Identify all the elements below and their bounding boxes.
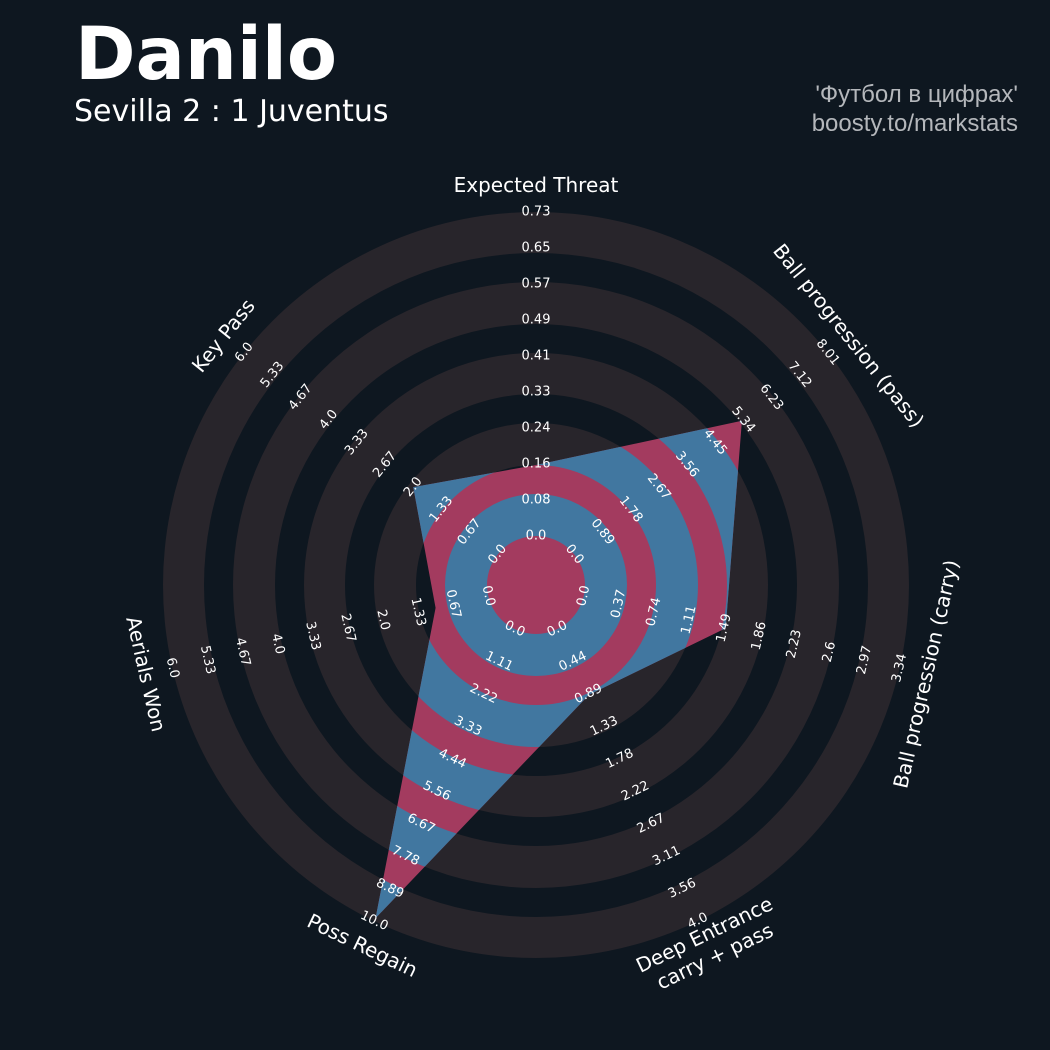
- axis-label: Aerials Won: [121, 614, 171, 734]
- polygon-fill-primary: [445, 494, 627, 676]
- ring-tick-label: 0.74: [643, 596, 664, 628]
- ring-tick-label: 0.67: [443, 588, 464, 620]
- ring-tick-label: 0.49: [522, 313, 551, 328]
- ring-tick-label: 3.33: [302, 620, 323, 652]
- ring-tick-label: 1.86: [749, 620, 770, 652]
- axis-label-line: Expected Threat: [454, 173, 619, 197]
- ring-tick-label: 6.0: [163, 656, 182, 680]
- ring-tick-label: 0.24: [522, 421, 551, 436]
- ring-tick-label: 1.33: [408, 596, 429, 628]
- ring-tick-label: 3.34: [889, 652, 910, 684]
- ring-tick-label: 1.49: [714, 612, 735, 644]
- credit-line-channel: 'Футбол в цифрах': [815, 81, 1018, 108]
- ring-tick-label: 0.0: [479, 584, 498, 608]
- axis-label-line: Aerials Won: [121, 614, 171, 734]
- ring-tick-label: 2.6: [820, 640, 839, 664]
- ring-tick-label: 5.33: [197, 644, 218, 676]
- ring-tick-label: 0.16: [522, 457, 551, 472]
- ring-tick-label: 4.67: [232, 636, 253, 668]
- ring-tick-label: 4.0: [268, 632, 287, 656]
- ring-tick-label: 2.23: [784, 628, 805, 660]
- ring-tick-label: 2.67: [337, 612, 358, 644]
- ring-tick-label: 0.41: [522, 349, 551, 364]
- ring-tick-label: 0.0: [574, 584, 593, 608]
- match-subtitle: Sevilla 2 : 1 Juventus: [74, 94, 389, 129]
- credit-line-url: boosty.to/markstats: [811, 110, 1018, 137]
- ring-tick-label: 0.57: [522, 277, 551, 292]
- ring-tick-label: 0.73: [522, 205, 551, 220]
- ring-tick-label: 0.65: [522, 241, 551, 256]
- credits: 'Футбол в цифрах' boosty.to/markstats: [812, 80, 1018, 138]
- axis-label: Expected Threat: [454, 173, 619, 197]
- player-name-title: Danilo: [75, 12, 338, 97]
- ring-tick-label: 0.33: [522, 385, 551, 400]
- ring-tick-label: 0.37: [608, 588, 629, 620]
- ring-tick-label: 2.0: [373, 608, 392, 632]
- ring-tick-label: 1.11: [679, 604, 700, 636]
- ring-tick-label: 0.08: [522, 493, 551, 508]
- ring-tick-label: 2.97: [854, 644, 875, 676]
- ring-tick-label: 0.0: [526, 529, 547, 544]
